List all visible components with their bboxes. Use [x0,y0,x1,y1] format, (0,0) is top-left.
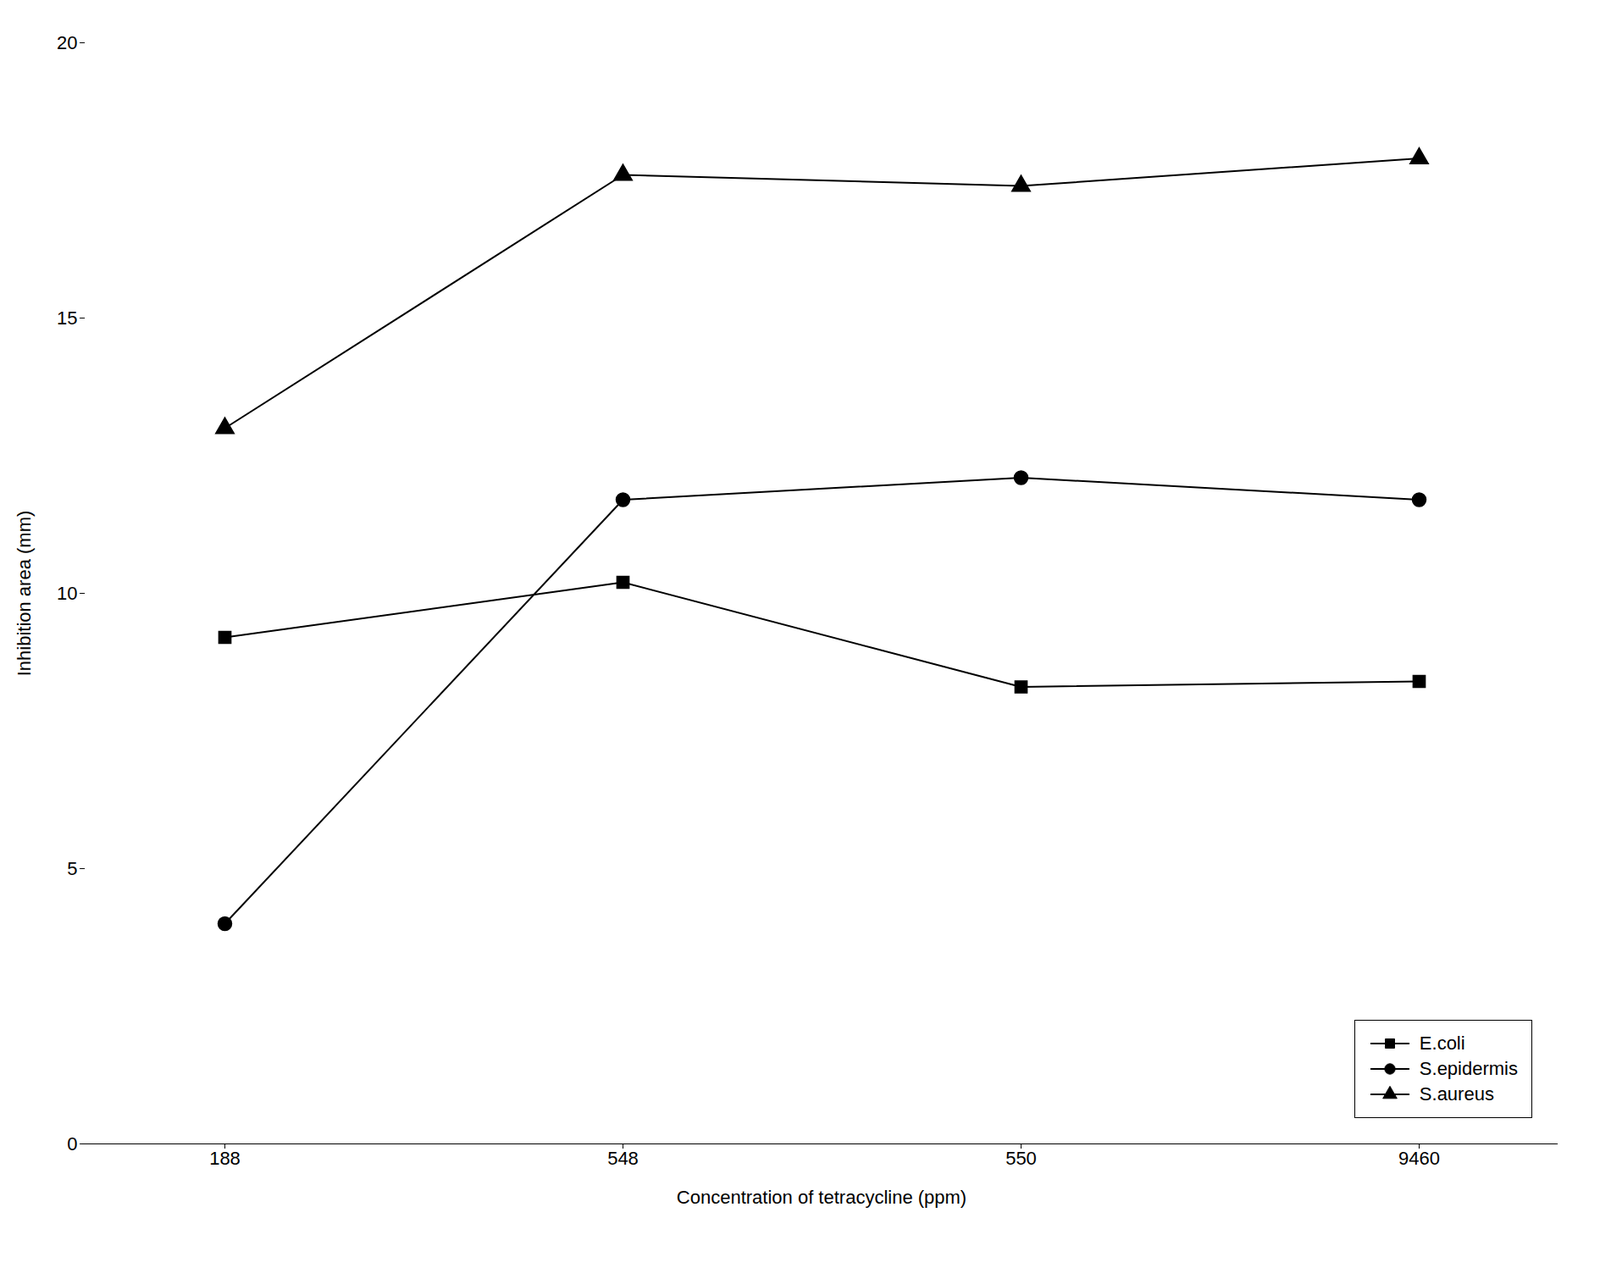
svg-text:10: 10 [56,582,78,604]
svg-text:0: 0 [66,1133,78,1155]
html-text:S.aureus: S.aureus [1419,1083,1495,1105]
html-text:S.epidermis: S.epidermis [1419,1057,1518,1080]
svg-text:548: 548 [607,1147,639,1169]
svg-text:15: 15 [56,307,78,329]
svg-text:9460: 9460 [1398,1147,1440,1169]
svg-text:Inhibition area (mm): Inhibition area (mm) [13,510,35,677]
svg-text:Concentration of tetracycline: Concentration of tetracycline (ppm) [676,1186,967,1208]
svg-text:20: 20 [56,32,78,54]
svg-text:5: 5 [66,858,78,880]
html-text:E.coli: E.coli [1419,1032,1465,1054]
svg-text:188: 188 [209,1147,241,1169]
svg-text:550: 550 [1005,1147,1037,1169]
